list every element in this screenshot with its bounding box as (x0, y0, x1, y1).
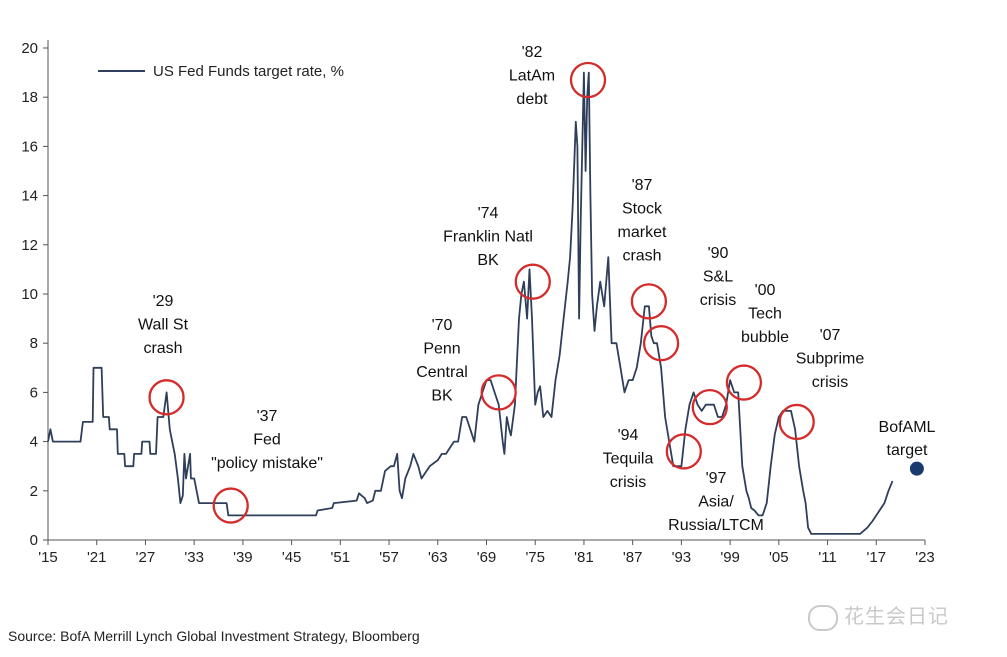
annotation-label: '00 Tech bubble (741, 282, 789, 346)
x-tick-label: '81 (574, 549, 594, 566)
x-tick-label: '75 (525, 549, 545, 566)
annotation-label: '29 Wall St crash (138, 293, 189, 357)
annotation-line: Subprime (796, 351, 865, 368)
y-tick-label: 10 (21, 286, 38, 303)
annotation-line: '94 (618, 427, 639, 444)
annotation-line: debt (516, 91, 548, 108)
annotation-label: '74 Franklin Natl BK (443, 205, 533, 269)
y-tick-label: 8 (30, 335, 38, 352)
annotation-line: '70 (432, 317, 453, 334)
series-line (47, 71, 894, 535)
annotation-line: Asia/ (698, 494, 734, 511)
annotation-line: crisis (812, 374, 848, 391)
annotation-line: BK (477, 252, 499, 269)
annotation-line: '74 (478, 205, 499, 222)
x-tick-label: '17 (866, 549, 886, 566)
annotation-label: '70 Penn Central BK (416, 317, 468, 405)
x-tick-label: '21 (87, 549, 107, 566)
annotation-circle (778, 403, 815, 441)
annotation-line: BK (431, 388, 453, 405)
annotation-line: '37 (257, 408, 278, 425)
target-marker-label: BofAML target (879, 419, 936, 459)
annotation-line: "policy mistake" (211, 455, 323, 472)
y-tick-label: 6 (30, 384, 38, 401)
target-label-line: target (887, 442, 928, 459)
annotation-circle (212, 487, 249, 524)
x-tick-label: '27 (136, 549, 156, 566)
annotation-line: Russia/LTCM (668, 517, 764, 534)
annotation-circle (630, 283, 668, 320)
y-tick-label: 0 (30, 532, 38, 549)
x-tick-label: '99 (720, 549, 740, 566)
x-tick-label: '23 (915, 549, 935, 566)
annotation-circle (514, 263, 551, 300)
annotation-circle (665, 433, 702, 470)
annotation-circle (725, 364, 763, 401)
x-tick-label: '69 (477, 549, 497, 566)
annotation-line: market (618, 224, 667, 241)
annotation-line: '29 (153, 293, 174, 310)
fed-funds-chart: 0 2 4 6 8 10 12 14 16 18 20 '15 '21 '27 '33 '39 '45 '51 '5… (21, 40, 936, 566)
x-tick-label: '15 (38, 549, 58, 566)
x-tick-label: '63 (428, 549, 448, 566)
annotation-line: LatAm (509, 68, 555, 85)
annotation-label: '90 S&L crisis (700, 245, 736, 309)
target-label-line: BofAML (879, 419, 936, 436)
x-tick-label: '51 (331, 549, 351, 566)
annotation-circle (480, 374, 517, 411)
annotation-line: '82 (522, 44, 543, 61)
x-tick-label: '11 (818, 549, 836, 566)
annotation-line: Central (416, 364, 468, 381)
annotation-line: Stock (622, 201, 663, 218)
annotation-line: '97 (706, 470, 727, 487)
annotation-line: Tequila (603, 451, 654, 468)
annotation-line: '87 (632, 177, 653, 194)
y-tick-label: 2 (30, 483, 38, 500)
annotation-line: S&L (703, 269, 733, 286)
annotation-line: Penn (423, 341, 460, 358)
y-tick-label: 18 (21, 89, 38, 106)
y-tick-label: 4 (30, 434, 38, 451)
source-note: Source: BofA Merrill Lynch Global Invest… (8, 628, 420, 644)
annotation-label: '87 Stock market crash (618, 177, 667, 265)
y-tick-label: 16 (21, 138, 38, 155)
watermark-text: 花生会日记 (844, 604, 949, 628)
x-tick-label: '45 (282, 549, 302, 566)
annotation-line: '90 (708, 245, 729, 262)
x-tick-label: '05 (769, 549, 789, 566)
y-tick-label: 12 (21, 237, 38, 254)
target-marker (909, 461, 924, 476)
watermark: 花生会日记 (808, 600, 949, 631)
annotation-circle (642, 325, 680, 362)
annotation-label: '82 LatAm debt (509, 44, 555, 108)
annotation-line: Tech (748, 306, 782, 323)
legend-label: US Fed Funds target rate, % (153, 63, 344, 80)
x-tick-label: '93 (672, 549, 692, 566)
annotation-line: bubble (741, 329, 789, 346)
x-tick-label: '87 (623, 549, 643, 566)
annotation-line: '00 (755, 282, 776, 299)
annotation-line: '07 (820, 327, 841, 344)
annotation-label: '97 Asia/Russia/LTCM (668, 470, 764, 534)
annotation-line: crash (143, 340, 182, 357)
wechat-icon (808, 604, 838, 631)
annotation-line: crash (622, 248, 661, 265)
annotation-line: Franklin Natl (443, 229, 533, 246)
y-tick-label: 14 (21, 188, 38, 205)
annotation-line: Fed (253, 432, 281, 449)
x-tick-label: '33 (184, 549, 204, 566)
annotation-circle (148, 379, 185, 416)
annotation-circle (691, 389, 728, 426)
x-tick-label: '39 (233, 549, 253, 566)
annotation-circle (569, 61, 607, 99)
annotation-label: '94 Tequila crisis (603, 427, 654, 491)
annotation-label: '07 Subprime crisis (796, 327, 865, 391)
annotation-line: crisis (700, 292, 736, 309)
annotation-line: Wall St (138, 317, 189, 334)
annotation-label: '37 Fed "policy mistake" (211, 408, 323, 472)
y-tick-label: 20 (21, 40, 38, 57)
x-tick-label: '57 (379, 549, 399, 566)
annotation-line: crisis (610, 474, 646, 491)
